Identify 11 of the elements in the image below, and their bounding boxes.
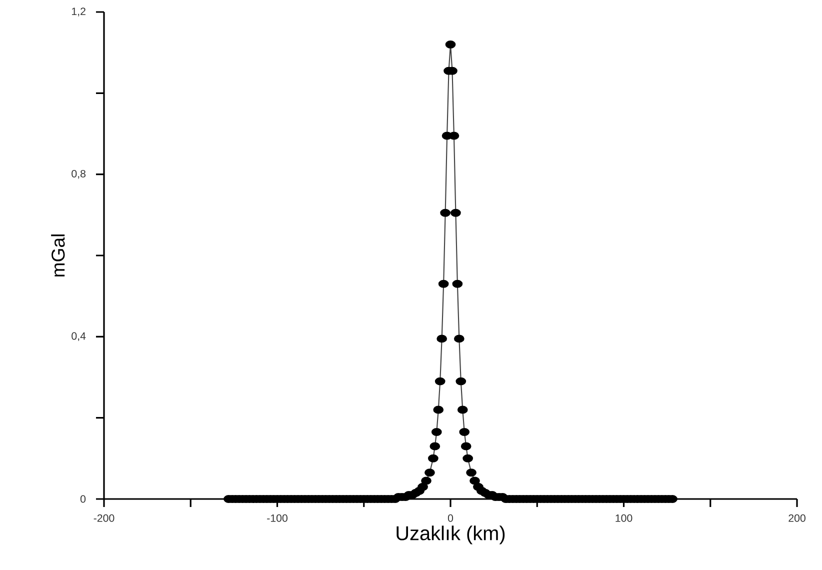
y-axis-title: mGal — [51, 234, 65, 276]
x-axis-title: Uzaklık (km) — [396, 526, 505, 544]
y-tick-label: 1,2 — [72, 8, 86, 16]
y-tick-label: 0 — [80, 495, 86, 503]
x-tick-label: 100 — [616, 514, 632, 522]
x-tick-label: -200 — [94, 514, 114, 522]
x-tick-label: 200 — [788, 514, 806, 522]
y-tick-label: 0,4 — [72, 332, 86, 342]
y-tick-label: 0,8 — [72, 170, 86, 179]
x-tick-label: 0 — [448, 514, 454, 522]
x-tick-label: -100 — [267, 514, 288, 522]
